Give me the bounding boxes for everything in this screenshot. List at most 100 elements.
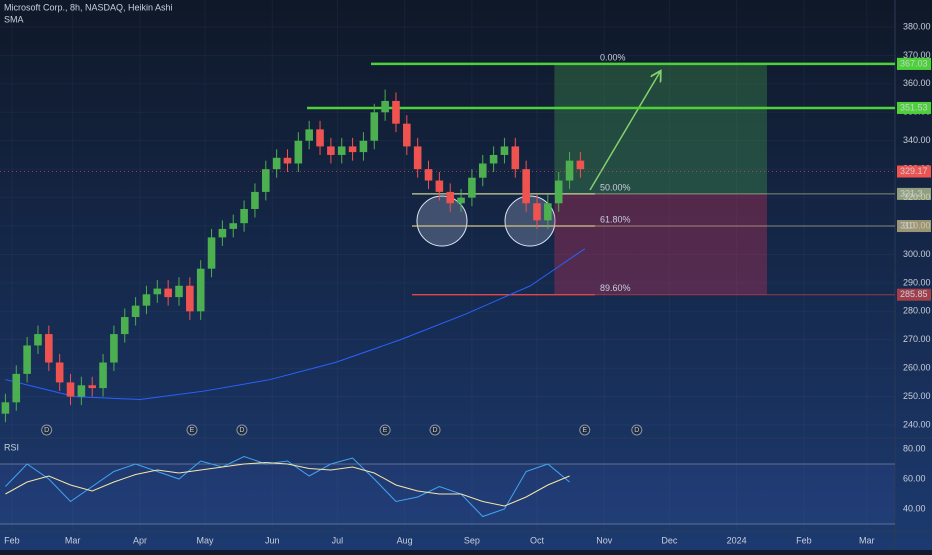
candle-body xyxy=(435,180,444,192)
rsi-line xyxy=(5,455,570,518)
fib-label: 50.00% xyxy=(600,182,631,192)
fib-label: 0.00% xyxy=(600,52,626,62)
candle-body xyxy=(565,160,574,181)
candle-body xyxy=(110,334,118,363)
event-label: E xyxy=(383,427,388,434)
price-tag-label: 351.53 xyxy=(900,102,928,112)
y-tick-label: 360.00 xyxy=(903,78,931,88)
x-tick-label: Feb xyxy=(4,535,20,545)
candle-body xyxy=(153,288,162,295)
candle-body xyxy=(120,317,129,335)
stop-zone xyxy=(554,193,767,295)
indicator-title: SMA xyxy=(4,14,24,24)
event-label: E xyxy=(582,427,587,434)
candle-body xyxy=(99,362,107,389)
candle-body xyxy=(489,154,498,164)
pattern-circle xyxy=(504,195,556,247)
candle-body xyxy=(23,345,31,374)
x-tick-label: Mar xyxy=(65,535,81,545)
candle-body xyxy=(55,362,64,383)
arrow xyxy=(589,72,660,191)
candle-body xyxy=(446,191,455,204)
candle-body xyxy=(218,228,227,238)
candle-body xyxy=(403,123,411,147)
candle-body xyxy=(554,180,563,204)
y-tick-label: 290.00 xyxy=(903,277,931,287)
event-marker xyxy=(379,424,391,436)
price-tag-label: 285.85 xyxy=(900,289,928,299)
rsi-line xyxy=(5,461,570,507)
candle-body xyxy=(511,146,520,170)
event-marker xyxy=(41,424,53,436)
pattern-circle xyxy=(416,195,468,247)
x-tick-label: Feb xyxy=(796,535,812,545)
candle-body xyxy=(34,334,42,346)
price-tag-label: 367.03 xyxy=(900,58,928,68)
candle-body xyxy=(392,100,400,124)
y-tick-label: 80.00 xyxy=(903,443,926,453)
candle-body xyxy=(305,129,313,141)
x-tick-label: 2024 xyxy=(727,535,747,545)
candle-body xyxy=(544,203,552,221)
candle-body xyxy=(457,197,465,204)
candle-body xyxy=(424,169,433,181)
candle-body xyxy=(533,203,541,221)
event-marker xyxy=(236,424,248,436)
candle-body xyxy=(316,129,324,147)
x-tick-label: Apr xyxy=(133,535,147,545)
event-marker xyxy=(186,424,198,436)
target-zone xyxy=(554,63,767,194)
price-tag xyxy=(897,101,931,114)
x-tick-label: Mar xyxy=(859,535,875,545)
candle-body xyxy=(478,163,487,178)
candle-body xyxy=(348,146,357,153)
candle-body xyxy=(413,146,422,170)
candle-body xyxy=(77,385,86,397)
price-tag xyxy=(897,288,931,301)
price-tag xyxy=(897,187,931,200)
candle-body xyxy=(522,169,530,204)
x-tick-label: Jul xyxy=(332,535,344,545)
x-tick-label: May xyxy=(197,535,215,545)
candle-body xyxy=(337,146,346,155)
y-tick-label: 300.00 xyxy=(903,249,931,259)
candle-body xyxy=(327,146,335,155)
candle-body xyxy=(283,157,292,164)
candle-body xyxy=(370,112,379,141)
y-tick-label: 340.00 xyxy=(903,135,931,145)
candle-body xyxy=(175,285,183,298)
x-tick-label: Oct xyxy=(530,535,545,545)
candle-body xyxy=(196,268,205,312)
candle-body xyxy=(164,288,172,298)
y-tick-label: 60.00 xyxy=(903,473,926,483)
y-tick-label: 40.00 xyxy=(903,503,926,513)
candle-body xyxy=(500,146,509,155)
price-tag xyxy=(897,165,931,178)
candle-body xyxy=(186,285,194,312)
candle-body xyxy=(229,223,238,229)
candle-body xyxy=(294,140,303,164)
y-tick-label: 370.00 xyxy=(903,50,931,60)
sma-line xyxy=(5,248,586,400)
y-tick-label: 250.00 xyxy=(903,391,931,401)
x-tick-label: Dec xyxy=(661,535,678,545)
fib-label: 89.60% xyxy=(600,283,631,293)
candle-body xyxy=(272,157,281,170)
candle-body xyxy=(131,305,140,318)
candle-body xyxy=(251,191,259,209)
candle-body xyxy=(142,294,151,306)
candle-body xyxy=(207,237,216,269)
fib-label: 61.80% xyxy=(600,214,631,224)
event-marker xyxy=(631,424,643,436)
price-tag-label: 310 xyxy=(900,220,915,230)
event-marker xyxy=(579,424,591,436)
price-tag xyxy=(897,220,931,233)
y-tick-label: 240.00 xyxy=(903,419,931,429)
event-label: D xyxy=(239,427,244,434)
price-tag-label: 329.17 xyxy=(900,166,928,176)
candle-body xyxy=(381,100,389,113)
candle-body xyxy=(240,208,248,224)
y-tick-label: 380.00 xyxy=(903,21,931,31)
event-marker xyxy=(429,424,441,436)
